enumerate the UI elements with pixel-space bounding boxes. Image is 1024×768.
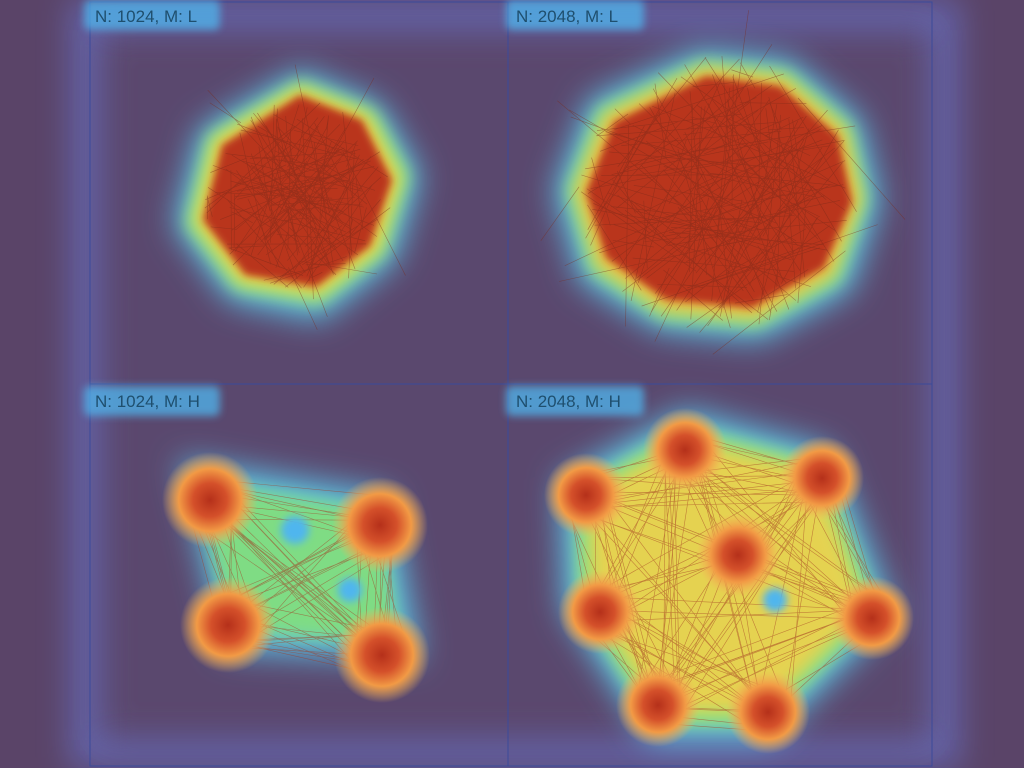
- cluster-node: [780, 436, 864, 520]
- cluster-node: [334, 607, 430, 703]
- cluster-node: [643, 408, 727, 492]
- edge-bundle: [204, 64, 406, 330]
- cluster-node: [544, 453, 628, 537]
- label-glow: [84, 0, 220, 30]
- cluster-node: [180, 577, 276, 673]
- panel-n1024-ml: [89, 1, 509, 385]
- panel-n2048-ml: [507, 1, 933, 385]
- label-glow: [506, 0, 644, 30]
- cluster-node: [830, 576, 914, 660]
- cluster-node: [696, 513, 780, 597]
- cluster-node: [162, 452, 258, 548]
- edge-bundle: [540, 10, 906, 355]
- cluster-core: [586, 76, 852, 308]
- panel-n2048-mh: [507, 383, 933, 767]
- cluster-node: [558, 570, 642, 654]
- gap-cyan: [763, 588, 787, 612]
- gap-cyan: [338, 578, 362, 602]
- gap-cyan: [281, 516, 309, 544]
- panel-label: N: 1024, M: H: [95, 392, 200, 411]
- cluster-node: [726, 670, 810, 754]
- panel-label: N: 1024, M: L: [95, 7, 197, 26]
- panel-label: N: 2048, M: L: [516, 7, 618, 26]
- cluster-node: [616, 663, 700, 747]
- label-glow: [84, 386, 220, 416]
- panel-label: N: 2048, M: H: [516, 392, 621, 411]
- cluster-node: [332, 477, 428, 573]
- panel-n1024-mh: [89, 383, 509, 767]
- panel-border: [507, 383, 933, 767]
- label-glow: [506, 386, 644, 416]
